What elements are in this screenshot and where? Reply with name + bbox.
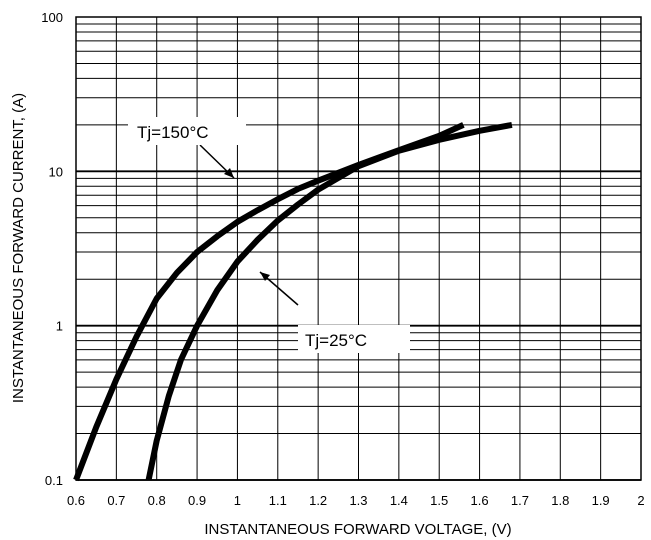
x-tick-label: 1.8 — [551, 493, 569, 508]
x-tick-label: 0.6 — [67, 493, 85, 508]
annotation-label-tj150: Tj=150°C — [137, 123, 209, 142]
x-tick-label: 1.6 — [471, 493, 489, 508]
annotation-tj25: Tj=25°C — [259, 271, 410, 353]
annotation-label-tj25: Tj=25°C — [305, 331, 367, 350]
x-tick-label: 1.3 — [349, 493, 367, 508]
x-tick-label: 1.2 — [309, 493, 327, 508]
annotation-box-tj150 — [128, 117, 246, 145]
x-tick-label: 1.1 — [269, 493, 287, 508]
x-tick-label: 1.4 — [390, 493, 408, 508]
y-tick-label: 0.1 — [45, 473, 63, 488]
x-tick-label: 2 — [637, 493, 644, 508]
y-tick-label: 1 — [56, 319, 63, 334]
plot-frame — [75, 16, 642, 481]
grid — [75, 17, 642, 481]
annotation-arrowhead-tj25 — [260, 272, 270, 281]
x-axis-label: INSTANTANEOUS FORWARD VOLTAGE, (V) — [204, 521, 511, 538]
x-tick-label: 0.8 — [148, 493, 166, 508]
x-tick-label: 0.9 — [188, 493, 206, 508]
y-tick-label: 10 — [49, 164, 63, 179]
x-tick-label: 1.7 — [511, 493, 529, 508]
y-axis-label: INSTANTANEOUS FORWARD CURRENT, (A) — [10, 93, 27, 403]
annotation-tj150: Tj=150°C — [128, 117, 246, 179]
x-tick-label: 0.7 — [107, 493, 125, 508]
annotation-arrowhead-tj150 — [224, 168, 234, 178]
x-tick-label: 1 — [234, 493, 241, 508]
x-tick-label: 1.5 — [430, 493, 448, 508]
series-line-tj25 — [145, 121, 513, 481]
y-tick-labels: 0.1 1 10 100 — [41, 10, 63, 488]
x-tick-labels: 0.6 0.7 0.8 0.9 1 1.1 1.2 1.3 1.4 1.5 1.6 1.7 1.8 1.9… — [67, 493, 645, 508]
curves — [73, 121, 513, 482]
annotation-box-tj25 — [298, 325, 410, 353]
x-tick-label: 1.9 — [592, 493, 610, 508]
y-tick-label: 100 — [41, 10, 63, 25]
